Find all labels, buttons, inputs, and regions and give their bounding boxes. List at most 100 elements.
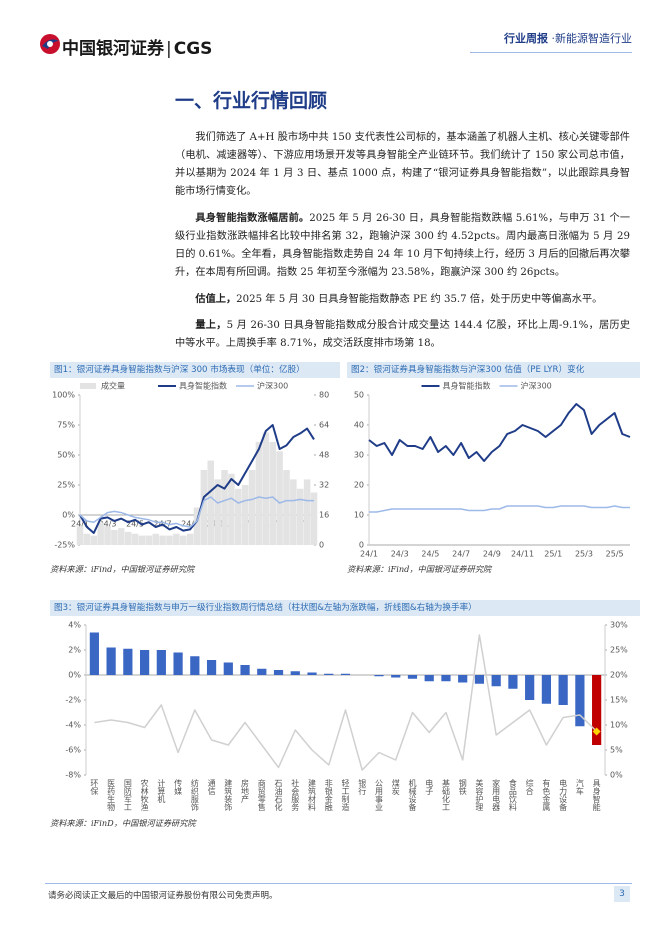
- bar: [235, 488, 242, 545]
- bar: [407, 675, 418, 679]
- x-tick-label: 24/5: [421, 550, 439, 559]
- x-tick-label: 家用电器: [492, 778, 501, 812]
- bar: [104, 526, 111, 545]
- bar: [374, 675, 384, 677]
- paragraph-text: 2025 年 5 月 26-30 日，具身智能指数跌幅 5.61%，与申万 31…: [175, 213, 631, 278]
- bar: [340, 673, 351, 675]
- bar: [228, 473, 235, 545]
- bar: [424, 675, 434, 682]
- paragraph-text: 2025 年 5 月 30 日具身智能指数静态 PE 约 35.7 倍，处于历史…: [236, 294, 603, 305]
- x-tick-label: 建筑装饰: [224, 778, 233, 812]
- x-tick-label: 国防军工: [123, 779, 132, 811]
- bar: [262, 432, 270, 545]
- y-tick-label: 100%: [52, 391, 75, 400]
- x-tick-label: 24/1: [360, 550, 378, 559]
- bar: [131, 533, 139, 545]
- end-marker: [592, 727, 601, 736]
- bar: [173, 652, 183, 675]
- bar: [179, 535, 187, 545]
- y-tick-label: -2%: [65, 696, 81, 705]
- paragraph-lead: 估值上，: [195, 293, 237, 305]
- bar: [541, 675, 552, 704]
- x-tick-label: 计算机: [157, 778, 166, 804]
- x-tick-label: 24/11: [511, 550, 534, 559]
- footer-rule: [45, 883, 632, 884]
- y-tick-label: 4%: [68, 621, 81, 630]
- bar: [173, 533, 180, 545]
- y-tick-label: 2%: [68, 646, 81, 655]
- figure-source: 资料来源：iFinD，中国银河证券研究院: [50, 818, 196, 828]
- y-tick-label: 50: [354, 391, 364, 400]
- bar: [214, 479, 221, 545]
- paragraph-text: 我们筛选了 A+H 股市场中共 150 支代表性公司标的，基本涵盖了机器人主机、…: [175, 132, 630, 197]
- bar: [248, 470, 256, 545]
- page-number: 3: [614, 886, 630, 902]
- x-tick-label: 食品饮料: [508, 778, 517, 812]
- legend-label: 具身智能指数: [443, 381, 491, 391]
- line: [94, 634, 598, 771]
- bar: [241, 485, 249, 545]
- x-tick-label: 非银金融: [324, 778, 333, 812]
- bar: [89, 632, 99, 675]
- bar: [303, 479, 311, 545]
- bar: [257, 668, 267, 675]
- x-tick-label: 汽车: [575, 778, 584, 796]
- bar: [159, 535, 166, 545]
- x-tick-label: 医药生物: [107, 779, 116, 812]
- x-tick-label: 传媒: [174, 778, 183, 796]
- y-tick-label: 20%: [610, 671, 628, 680]
- bar: [138, 535, 146, 545]
- x-tick-label: 环保: [90, 779, 99, 796]
- bar: [186, 533, 194, 545]
- bar: [156, 650, 166, 675]
- legend-label: 沪深300: [521, 381, 552, 391]
- bar: [283, 470, 290, 545]
- bar: [118, 528, 125, 545]
- bar: [83, 533, 91, 545]
- bar: [207, 460, 215, 545]
- bar: [111, 530, 118, 545]
- figure-source: 资料来源：iFind，中国银河证券研究院: [347, 564, 492, 574]
- bar: [97, 522, 104, 545]
- y-tick-label: 0: [359, 541, 364, 550]
- y-tick-label: 15%: [610, 696, 628, 705]
- x-tick-label: 有色金属: [542, 778, 551, 812]
- x-tick-label: 24/1: [71, 520, 89, 529]
- x-tick-label: 社会服务: [291, 778, 300, 812]
- bar: [145, 535, 153, 545]
- x-tick-label: 24/3: [99, 520, 117, 529]
- logo-icon: [40, 34, 60, 54]
- y-tick-label: 40: [354, 421, 364, 430]
- x-tick-label: 24/3: [391, 550, 409, 559]
- y-tick-label: 0%: [610, 771, 623, 780]
- figure-source: 资料来源：iFind，中国银河证券研究院: [50, 564, 195, 574]
- x-tick-label: 美容护理: [475, 778, 484, 811]
- bar: [307, 672, 317, 675]
- paragraph-lead: 具身智能指数涨幅居前。: [195, 212, 310, 224]
- bar: [90, 535, 98, 545]
- bar: [139, 650, 150, 675]
- x-tick-label: 综合: [525, 778, 534, 796]
- figure-caption: 图3：银河证券具身智能指数与申万一级行业指数周行情总结（柱状图&左轴为涨跌幅，折…: [50, 600, 640, 616]
- bar: [206, 660, 217, 675]
- y-tick-label: -25%: [54, 541, 75, 550]
- bar: [124, 531, 132, 545]
- logo-en: CGS: [173, 39, 213, 59]
- y-tick-label: 20: [354, 481, 364, 490]
- legend-label: 具身智能指数: [179, 381, 227, 391]
- legend-label: 成交量: [101, 381, 125, 391]
- figure-caption: 图2：银河证券具身智能指数与沪深300 估值（PE LYR）变化: [347, 362, 640, 378]
- x-tick-label: 电力设备: [559, 778, 568, 812]
- y-tick-label: 80: [319, 391, 329, 400]
- report-type: 行业周报: [504, 32, 548, 45]
- x-tick-label: 煤炭: [391, 778, 400, 796]
- disclaimer: 请务必阅读正文最后的中国银河证券股份有限公司免责声明。: [48, 891, 278, 901]
- x-tick-label: 房地产: [241, 778, 250, 804]
- y-tick-label: 30%: [610, 621, 628, 630]
- bar: [240, 665, 250, 675]
- bar: [290, 479, 297, 545]
- bar: [592, 675, 602, 745]
- bar: [290, 671, 300, 675]
- bar: [310, 492, 318, 545]
- line: [368, 403, 631, 462]
